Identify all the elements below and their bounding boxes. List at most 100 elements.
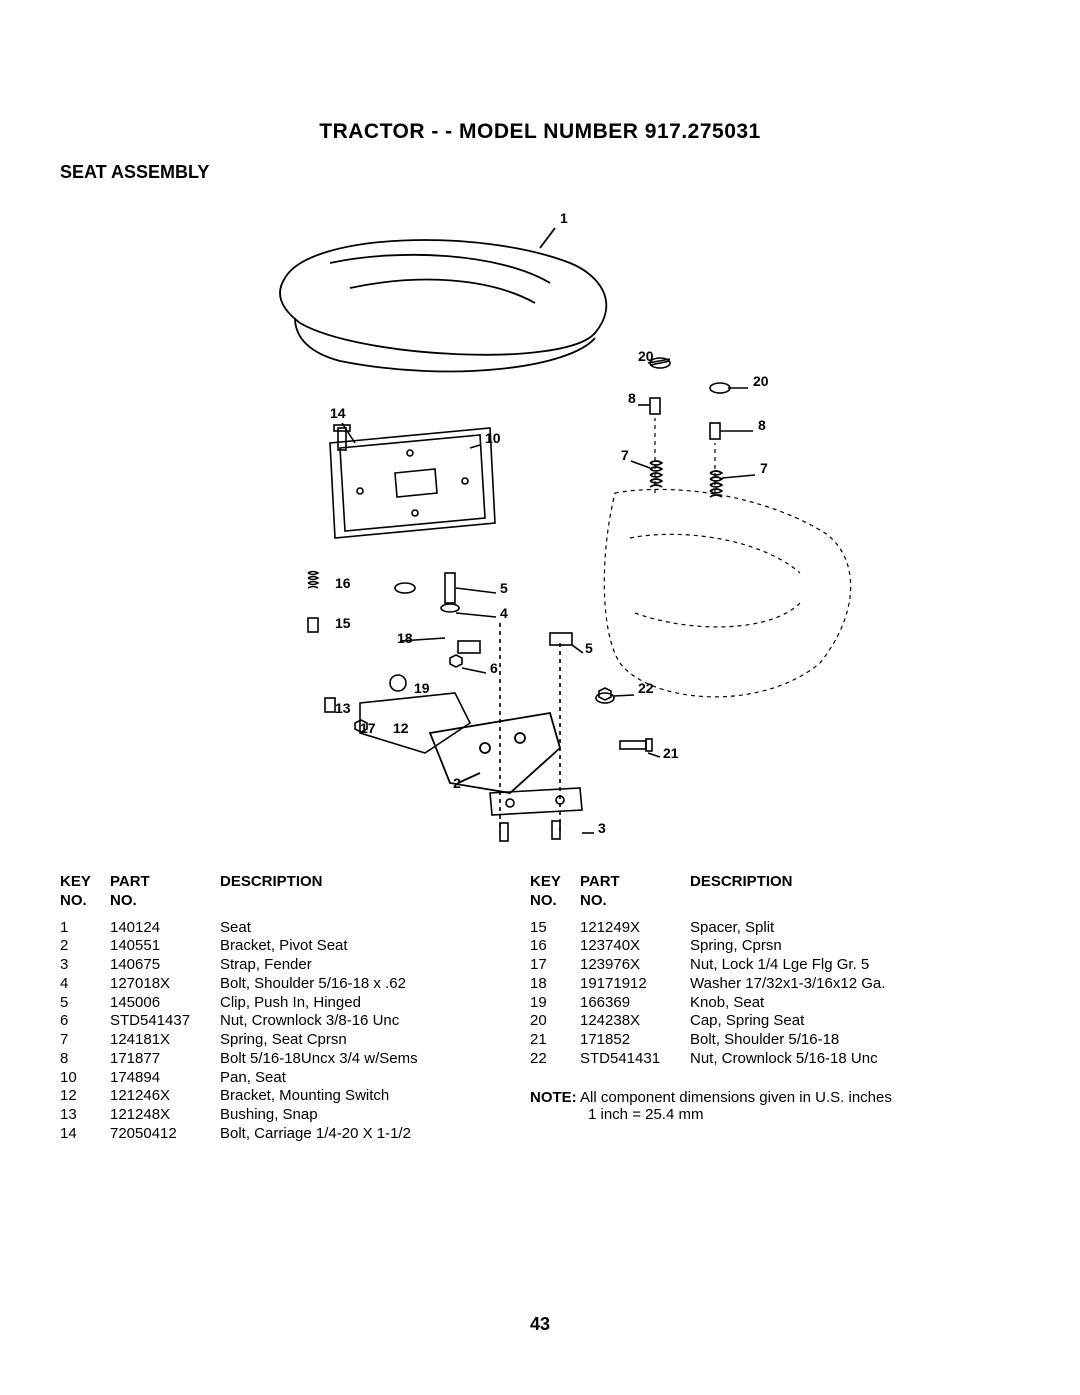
callout-label: 8: [628, 390, 636, 406]
cell-desc: Bracket, Mounting Switch: [220, 1087, 500, 1106]
note-text-1: All component dimensions given in U.S. i…: [580, 1089, 892, 1106]
cell-key: 2: [60, 937, 110, 956]
col-header-part: PARTNO.: [110, 873, 220, 911]
cell-part: 140124: [110, 919, 220, 938]
cell-key: 18: [530, 975, 580, 994]
callout-label: 5: [500, 580, 508, 596]
callout-label: 7: [621, 447, 629, 463]
cell-desc: Bracket, Pivot Seat: [220, 937, 500, 956]
cell-part: 19171912: [580, 975, 690, 994]
table-row: 17123976XNut, Lock 1/4 Lge Flg Gr. 5: [530, 956, 970, 975]
callout-label: 20: [638, 348, 654, 364]
callout-label: 13: [335, 700, 351, 716]
page-title: TRACTOR - - MODEL NUMBER 917.275031: [50, 120, 1030, 144]
cell-key: 17: [530, 956, 580, 975]
cell-desc: Knob, Seat: [690, 994, 970, 1013]
cell-desc: Nut, Lock 1/4 Lge Flg Gr. 5: [690, 956, 970, 975]
cell-part: STD541437: [110, 1012, 220, 1031]
cell-key: 15: [530, 919, 580, 938]
cell-part: 72050412: [110, 1125, 220, 1144]
callout-label: 7: [760, 460, 768, 476]
cell-part: 174894: [110, 1069, 220, 1088]
callout-label: 15: [335, 615, 351, 631]
table-row: 5145006Clip, Push In, Hinged: [60, 994, 500, 1013]
cell-desc: Cap, Spring Seat: [690, 1012, 970, 1031]
cell-desc: Bushing, Snap: [220, 1106, 500, 1125]
page-number: 43: [0, 1314, 1080, 1335]
cell-part: 171852: [580, 1031, 690, 1050]
cell-desc: Washer 17/32x1-3/16x12 Ga.: [690, 975, 970, 994]
table-row: 12121246XBracket, Mounting Switch: [60, 1087, 500, 1106]
cell-key: 22: [530, 1050, 580, 1069]
cell-key: 6: [60, 1012, 110, 1031]
callout-label: 5: [585, 640, 593, 656]
callout-label: 22: [638, 680, 654, 696]
table-row: 20124238XCap, Spring Seat: [530, 1012, 970, 1031]
cell-part: 121248X: [110, 1106, 220, 1125]
callout-label: 16: [335, 575, 351, 591]
parts-table-left: KEYNO. PARTNO. DESCRIPTION 1140124Seat21…: [60, 873, 500, 1144]
cell-key: 5: [60, 994, 110, 1013]
cell-key: 10: [60, 1069, 110, 1088]
table-row: 8171877Bolt 5/16-18Uncx 3/4 w/Sems: [60, 1050, 500, 1069]
table-row: 6STD541437Nut, Crownlock 3/8-16 Unc: [60, 1012, 500, 1031]
callout-label: 14: [330, 405, 346, 421]
cell-part: 166369: [580, 994, 690, 1013]
cell-part: 123740X: [580, 937, 690, 956]
callout-label: 4: [500, 605, 508, 621]
callout-label: 17: [360, 720, 376, 736]
cell-desc: Seat: [220, 919, 500, 938]
cell-key: 13: [60, 1106, 110, 1125]
callout-label: 20: [753, 373, 769, 389]
table-row: 21171852Bolt, Shoulder 5/16-18: [530, 1031, 970, 1050]
cell-key: 21: [530, 1031, 580, 1050]
table-row: 3140675Strap, Fender: [60, 956, 500, 975]
table-row: 1819171912Washer 17/32x1-3/16x12 Ga.: [530, 975, 970, 994]
col-header-desc: DESCRIPTION: [220, 873, 500, 911]
table-row: 1140124Seat: [60, 919, 500, 938]
col-header-part: PARTNO.: [580, 873, 690, 911]
callout-label: 3: [598, 820, 606, 836]
cell-key: 12: [60, 1087, 110, 1106]
cell-desc: Nut, Crownlock 3/8-16 Unc: [220, 1012, 500, 1031]
cell-desc: Nut, Crownlock 5/16-18 Unc: [690, 1050, 970, 1069]
col-header-key: KEYNO.: [530, 873, 580, 911]
table-row: 22STD541431Nut, Crownlock 5/16-18 Unc: [530, 1050, 970, 1069]
table-row: 1472050412Bolt, Carriage 1/4-20 X 1-1/2: [60, 1125, 500, 1144]
cell-key: 4: [60, 975, 110, 994]
cell-part: 121246X: [110, 1087, 220, 1106]
cell-desc: Spacer, Split: [690, 919, 970, 938]
cell-part: 121249X: [580, 919, 690, 938]
note-text-2: 1 inch = 25.4 mm: [588, 1106, 703, 1123]
cell-desc: Strap, Fender: [220, 956, 500, 975]
cell-part: 127018X: [110, 975, 220, 994]
cell-part: 140675: [110, 956, 220, 975]
callout-label: 10: [485, 430, 501, 446]
cell-desc: Bolt 5/16-18Uncx 3/4 w/Sems: [220, 1050, 500, 1069]
parts-table-right: KEYNO. PARTNO. DESCRIPTION 15121249XSpac…: [530, 873, 970, 1069]
col-header-key: KEYNO.: [60, 873, 110, 911]
cell-desc: Clip, Push In, Hinged: [220, 994, 500, 1013]
callout-label: 21: [663, 745, 679, 761]
cell-desc: Spring, Seat Cprsn: [220, 1031, 500, 1050]
table-row: 10174894Pan, Seat: [60, 1069, 500, 1088]
callout-label: 1: [560, 210, 568, 226]
callout-label: 2: [453, 775, 461, 791]
note-label: NOTE:: [530, 1089, 577, 1106]
exploded-diagram: 1202088141077161518545619131712222321: [200, 193, 880, 843]
cell-part: 145006: [110, 994, 220, 1013]
cell-key: 7: [60, 1031, 110, 1050]
cell-part: 140551: [110, 937, 220, 956]
cell-key: 14: [60, 1125, 110, 1144]
cell-key: 16: [530, 937, 580, 956]
table-row: 2140551Bracket, Pivot Seat: [60, 937, 500, 956]
cell-desc: Bolt, Shoulder 5/16-18 x .62: [220, 975, 500, 994]
callout-label: 12: [393, 720, 409, 736]
table-row: 16123740XSpring, Cprsn: [530, 937, 970, 956]
callout-label: 6: [490, 660, 498, 676]
cell-key: 19: [530, 994, 580, 1013]
table-row: 19166369Knob, Seat: [530, 994, 970, 1013]
dimensions-note: NOTE: All component dimensions given in …: [530, 1089, 970, 1123]
cell-key: 3: [60, 956, 110, 975]
cell-part: 171877: [110, 1050, 220, 1069]
